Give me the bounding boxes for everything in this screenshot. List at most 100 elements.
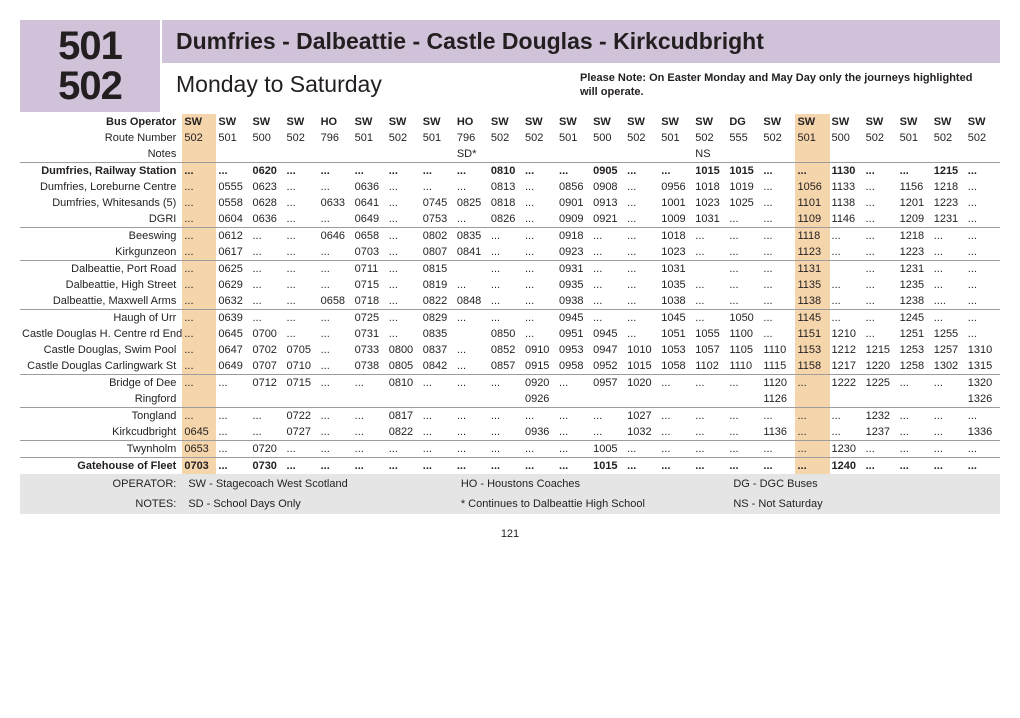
cell: SW: [625, 114, 659, 130]
cell: [319, 146, 353, 163]
cell: ...: [557, 424, 591, 441]
cell: 0646: [319, 228, 353, 245]
cell: 0817: [387, 408, 421, 425]
row-label: Castle Douglas, Swim Pool: [20, 342, 182, 358]
row-label: Dumfries, Whitesands (5): [20, 195, 182, 211]
cell: ...: [523, 244, 557, 261]
cell: 1010: [625, 342, 659, 358]
cell: 1258: [898, 358, 932, 375]
cell: ...: [932, 310, 966, 327]
row-label: Dalbeattie, Port Road: [20, 261, 182, 278]
cell: 1209: [898, 211, 932, 228]
cell: 1115: [761, 358, 795, 375]
cell: 502: [761, 130, 795, 146]
cell: ...: [727, 408, 761, 425]
cell: [523, 146, 557, 163]
cell: ...: [864, 441, 898, 458]
cell: 1138: [830, 195, 864, 211]
cell: ...: [216, 458, 250, 475]
cell: [864, 146, 898, 163]
cell: 0700: [250, 326, 284, 342]
cell: [659, 146, 693, 163]
cell: ...: [319, 163, 353, 180]
cell: ...: [966, 310, 1000, 327]
cell: ...: [864, 211, 898, 228]
cell: ...: [625, 293, 659, 310]
route-number-box: 501 502: [20, 20, 160, 112]
cell: ...: [455, 342, 489, 358]
cell: [421, 391, 455, 408]
cell: ...: [387, 211, 421, 228]
cell: 0818: [489, 195, 523, 211]
cell: ...: [489, 424, 523, 441]
cell: [250, 391, 284, 408]
cell: ...: [693, 458, 727, 475]
cell: ...: [932, 424, 966, 441]
cell: ...: [319, 277, 353, 293]
cell: 0727: [285, 424, 319, 441]
cell: [795, 391, 829, 408]
cell: 1001: [659, 195, 693, 211]
cell: 0835: [455, 228, 489, 245]
cell: ...: [387, 163, 421, 180]
cell: ...: [932, 408, 966, 425]
cell: 0835: [421, 326, 455, 342]
cell: ...: [625, 458, 659, 475]
cell: SW: [659, 114, 693, 130]
cell: SW: [932, 114, 966, 130]
cell: 500: [830, 130, 864, 146]
cell: 0829: [421, 310, 455, 327]
cell: 0918: [557, 228, 591, 245]
cell: 1315: [966, 358, 1000, 375]
cell: [795, 146, 829, 163]
cell: 1120: [761, 375, 795, 392]
cell: 1326: [966, 391, 1000, 408]
cell: [489, 146, 523, 163]
cell: 0826: [489, 211, 523, 228]
cell: 0813: [489, 179, 523, 195]
cell: SW: [898, 114, 932, 130]
cell: ...: [250, 261, 284, 278]
row-label: DGRI: [20, 211, 182, 228]
cell: ...: [625, 441, 659, 458]
cell: 1058: [659, 358, 693, 375]
cell: SW: [693, 114, 727, 130]
cell: ...: [455, 424, 489, 441]
cell: [727, 391, 761, 408]
cell: ...: [659, 375, 693, 392]
cell: 1038: [659, 293, 693, 310]
cell: 501: [557, 130, 591, 146]
cell: 501: [659, 130, 693, 146]
cell: ...: [455, 358, 489, 375]
cell: ...: [830, 244, 864, 261]
cell: 502: [966, 130, 1000, 146]
cell: [489, 391, 523, 408]
cell: ...: [693, 375, 727, 392]
cell: 1118: [795, 228, 829, 245]
cell: 1045: [659, 310, 693, 327]
cell: ...: [761, 458, 795, 475]
cell: SW: [523, 114, 557, 130]
row-label: Beeswing: [20, 228, 182, 245]
cell: 1218: [898, 228, 932, 245]
cell: 0852: [489, 342, 523, 358]
cell: ...: [319, 375, 353, 392]
cell: 0625: [216, 261, 250, 278]
legend-item: SD - School Days Only: [182, 494, 455, 514]
cell: 502: [693, 130, 727, 146]
cell: ...: [489, 458, 523, 475]
cell: ...: [353, 441, 387, 458]
cell: 502: [625, 130, 659, 146]
cell: ...: [489, 310, 523, 327]
cell: ...: [830, 277, 864, 293]
cell: ...: [319, 261, 353, 278]
cell: ...: [864, 326, 898, 342]
cell: [455, 391, 489, 408]
cell: 1145: [795, 310, 829, 327]
cell: ...: [387, 195, 421, 211]
cell: [353, 146, 387, 163]
route-title: Dumfries - Dalbeattie - Castle Douglas -…: [176, 28, 764, 54]
cell: ...: [966, 244, 1000, 261]
cell: 502: [932, 130, 966, 146]
cell: ...: [659, 458, 693, 475]
